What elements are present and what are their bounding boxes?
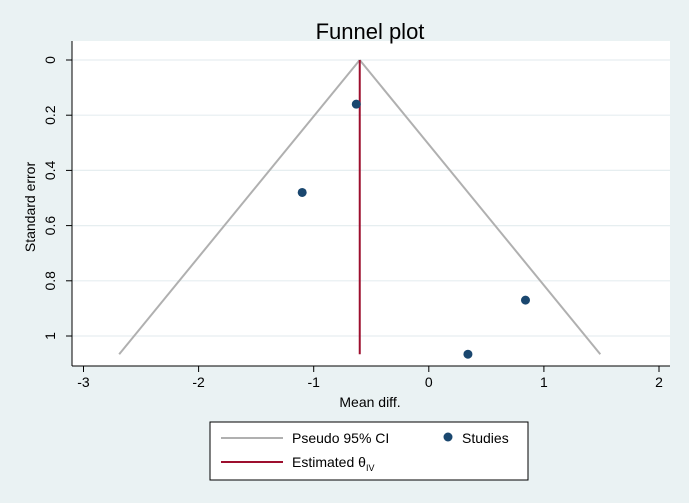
study-point [463,349,473,359]
x-tick-label: 0 [425,374,433,390]
y-tick-label: 0.2 [42,105,58,125]
legend: Pseudo 95% CI Studies Estimated θIV [209,421,529,481]
y-tick-label: 0.8 [42,271,58,291]
y-axis-label: Standard error [22,162,38,253]
x-tick-label: 2 [655,374,663,390]
legend-estimate-label: Estimated θIV [292,454,374,473]
y-tick-label: 0.6 [42,216,58,236]
axes: 0 0.2 0.4 0.6 0.8 1 -3 -2 -1 0 1 2 [42,41,670,390]
gridlines [72,59,670,337]
study-points [297,99,530,359]
legend-estimate-subscript: IV [366,463,375,473]
pseudo-ci-lines [118,59,602,355]
study-point [297,187,307,197]
legend-studies-swatch [443,432,453,442]
chart-title: Funnel plot [316,19,425,44]
x-tick-label: -2 [192,374,205,390]
y-tick-label: 0.4 [42,160,58,180]
x-tick-label: -3 [77,374,90,390]
legend-estimate-main: Estimated θ [292,454,366,470]
ci-right-line [358,59,602,355]
y-tick-label: 1 [42,332,58,340]
legend-ci-label: Pseudo 95% CI [292,430,389,446]
study-point [520,295,530,305]
x-tick-label: -1 [307,374,320,390]
legend-box [209,421,529,481]
y-tick-label: 0 [42,56,58,64]
x-tick-label: 1 [540,374,548,390]
plot-area [72,41,670,366]
x-axis-label: Mean diff. [339,394,400,410]
legend-studies-label: Studies [462,430,509,446]
ci-left-line [118,59,361,355]
study-point [351,99,361,109]
